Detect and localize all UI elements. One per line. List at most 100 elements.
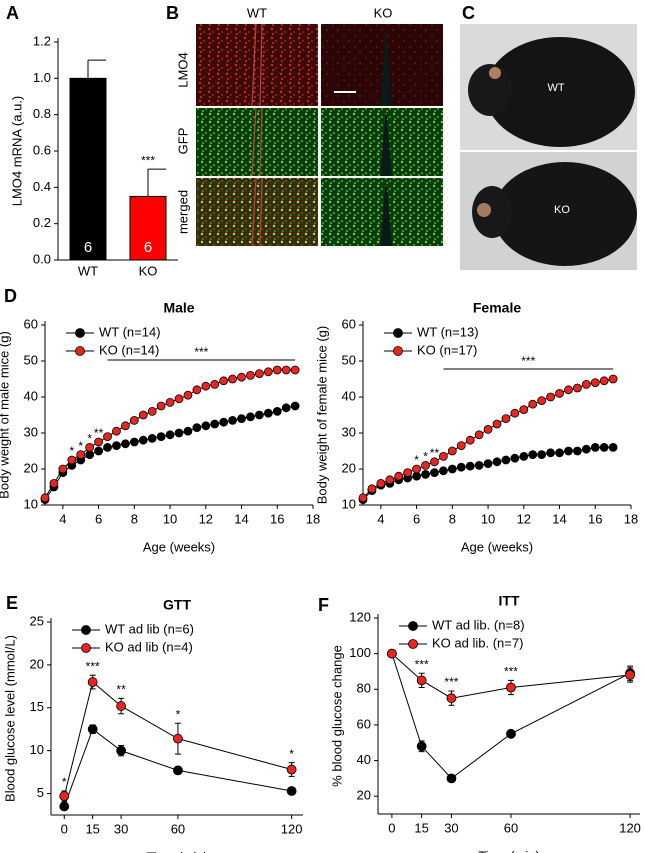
significance: ***	[141, 153, 155, 167]
panel-letter: C	[462, 3, 475, 23]
marker	[367, 484, 377, 494]
legend-label: WT ad lib. (n=8)	[432, 617, 525, 632]
marker	[59, 791, 70, 802]
photo-label: KO	[554, 204, 570, 216]
y-tick-label: 40	[357, 752, 371, 767]
marker	[183, 390, 193, 400]
x-tick-label: 6	[413, 511, 420, 526]
marker	[446, 693, 457, 704]
y-axis-label: % blood glucose change	[329, 645, 344, 787]
marker	[85, 442, 95, 452]
x-axis-label: Time (min)	[478, 848, 540, 853]
marker	[573, 446, 582, 456]
marker	[219, 376, 229, 386]
marker	[430, 468, 439, 478]
marker	[358, 493, 368, 503]
significance: *	[414, 453, 419, 467]
x-tick-label: 12	[517, 511, 531, 526]
y-tick-label: 120	[349, 609, 371, 624]
x-axis-label: Age (weeks)	[143, 539, 215, 554]
y-tick-label: 25	[30, 613, 44, 628]
y-tick-label: 1.2	[33, 33, 51, 48]
y-axis-label: Body weight of female mice (g)	[314, 326, 329, 504]
legend-marker	[408, 639, 418, 649]
marker	[519, 451, 529, 461]
significance: ***	[444, 675, 458, 689]
marker	[87, 677, 98, 687]
marker	[438, 466, 448, 476]
marker	[147, 433, 157, 443]
legend-marker	[393, 328, 403, 338]
marker	[286, 764, 297, 775]
significance: *	[176, 707, 181, 721]
marker	[103, 442, 112, 452]
y-tick-label: 5	[37, 785, 44, 800]
y-tick-label: 50	[342, 352, 356, 367]
marker	[174, 428, 184, 438]
x-tick-label: 4	[59, 511, 66, 526]
marker	[59, 801, 70, 812]
marker	[129, 415, 139, 425]
bar-label: 6	[144, 239, 152, 256]
legend-marker	[75, 328, 85, 338]
marker	[272, 365, 282, 375]
marker	[165, 430, 175, 440]
x-tick-label: 120	[619, 820, 641, 835]
significance: *	[87, 432, 92, 446]
marker	[121, 439, 130, 449]
marker	[599, 442, 609, 452]
y-tick-label: 60	[24, 316, 38, 331]
y-axis-label: LMO4 mRNA (a.u.)	[9, 96, 24, 207]
marker	[116, 745, 127, 756]
y-tick-label: 0.2	[33, 215, 51, 230]
marker	[590, 442, 600, 452]
marker	[416, 675, 427, 686]
marker	[138, 410, 148, 420]
significance: ***	[86, 659, 100, 673]
y-tick-label: 0.6	[33, 142, 51, 157]
significance: **	[430, 446, 440, 460]
marker	[94, 437, 103, 447]
chart-title: ITT	[499, 593, 520, 609]
marker	[412, 464, 422, 474]
x-tick-label: 0	[61, 821, 68, 836]
marker	[608, 442, 618, 452]
marker	[286, 786, 297, 796]
marker	[192, 423, 202, 433]
row-label: LMO4	[175, 52, 190, 87]
marker	[210, 379, 220, 389]
marker	[281, 365, 291, 375]
marker	[528, 399, 538, 409]
y-tick-label: 80	[357, 681, 371, 696]
photos	[460, 24, 637, 270]
y-tick-label: 0.4	[33, 179, 51, 194]
y-tick-label: 20	[342, 460, 356, 475]
marker	[438, 451, 448, 461]
y-axis-label: Blood glucose level (mmol/L)	[2, 635, 17, 802]
x-tick-label: 60	[504, 820, 518, 835]
marker	[403, 468, 413, 478]
y-tick-label: 30	[24, 424, 38, 439]
marker	[228, 415, 238, 425]
row-label: GFP	[175, 128, 190, 155]
marker	[376, 478, 386, 488]
bar	[129, 195, 167, 261]
significance: *	[289, 747, 294, 761]
significance: ***	[415, 657, 429, 671]
x-tick-label: 4	[377, 511, 384, 526]
x-tick-label: 18	[306, 511, 320, 526]
x-tick-label: 16	[270, 511, 284, 526]
marker	[103, 432, 112, 442]
marker	[281, 403, 291, 413]
legend-marker	[75, 346, 85, 356]
significance: ***	[521, 354, 535, 368]
marker	[246, 412, 255, 422]
marker	[290, 365, 300, 375]
x-tick-label: 15	[85, 821, 99, 836]
y-tick-label: 30	[342, 424, 356, 439]
chart-title: GTT	[163, 597, 191, 613]
marker	[76, 450, 86, 460]
significance: *	[62, 775, 67, 789]
x-tick-label: 30	[114, 821, 128, 836]
